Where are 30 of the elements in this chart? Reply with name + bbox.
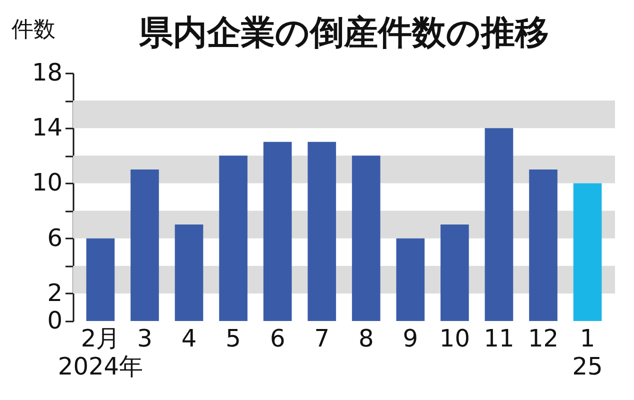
x-tick-label: 10 bbox=[439, 324, 470, 352]
x-tick-label: 11 bbox=[484, 324, 514, 352]
bar bbox=[130, 169, 159, 321]
x-tick-label: 4 bbox=[181, 324, 197, 352]
x-tick-label: 5 bbox=[226, 324, 241, 352]
x-tick-label: 12 bbox=[528, 324, 559, 352]
bar bbox=[308, 142, 336, 321]
y-tick-label: 18 bbox=[32, 58, 62, 86]
bar bbox=[396, 238, 425, 321]
bar bbox=[86, 238, 115, 321]
y-tick-label: 14 bbox=[32, 114, 62, 142]
x-tick-label: 9 bbox=[402, 324, 418, 352]
x-tick-label: 6 bbox=[270, 324, 286, 352]
y-tick-label: 10 bbox=[32, 168, 62, 197]
bar bbox=[174, 224, 204, 321]
bar bbox=[484, 128, 514, 321]
x-tick-label: 1 25 bbox=[572, 324, 603, 380]
bar bbox=[219, 156, 248, 321]
chart-title: 県内企業の倒産件数の推移 bbox=[138, 13, 549, 53]
bar bbox=[440, 224, 469, 321]
y-axis-title: 件数 bbox=[12, 18, 56, 42]
y-tick-label: 6 bbox=[47, 224, 62, 252]
x-tick-label: 7 bbox=[314, 324, 330, 352]
y-tick-label: 0 bbox=[47, 306, 62, 334]
bar bbox=[529, 169, 558, 321]
bar bbox=[573, 183, 602, 321]
y-tick-label: 2 bbox=[47, 278, 62, 307]
bar bbox=[263, 142, 292, 321]
x-tick-label: 8 bbox=[358, 324, 374, 352]
bar bbox=[352, 156, 380, 321]
